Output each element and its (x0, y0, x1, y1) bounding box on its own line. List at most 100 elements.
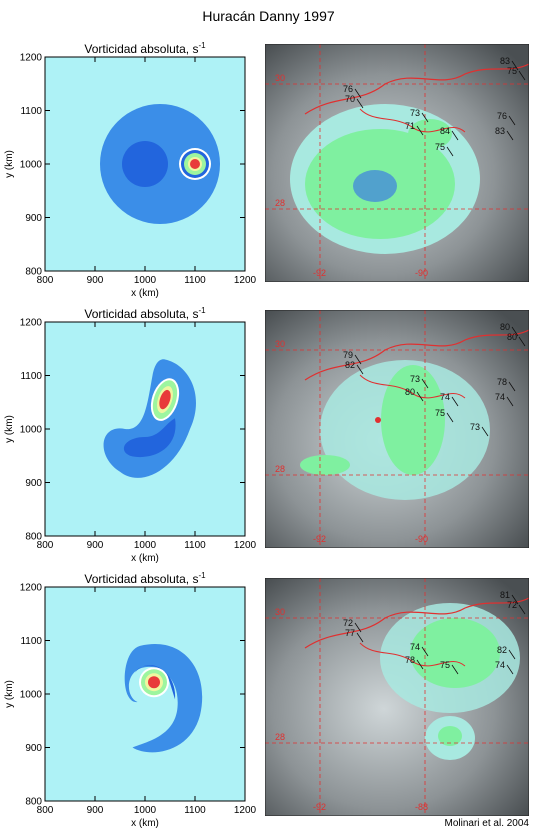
wind-barb (508, 649, 516, 660)
wind-barb (481, 426, 489, 437)
inner-spiral-band (135, 665, 176, 700)
wind-barb (518, 336, 526, 347)
station-reading: 75 (435, 408, 445, 418)
wind-barb (354, 622, 362, 633)
panel-title-superscript: -1 (198, 571, 206, 580)
latitude-label-top: 30 (275, 339, 285, 349)
latitude-label-bottom: 28 (275, 198, 285, 208)
y-tick-label: 800 (25, 267, 42, 278)
figure-credit: Molinari et al. 2004 (444, 818, 530, 829)
station-reading: 74 (495, 660, 505, 670)
convection-field (300, 360, 490, 500)
x-tick-label: 1000 (134, 805, 157, 816)
x-tick-label: 1000 (134, 540, 157, 551)
wind-barb (451, 130, 459, 141)
vorticity-field (100, 104, 220, 224)
station-reading: 82 (345, 360, 355, 370)
y-tick-label: 1200 (20, 583, 43, 594)
rain-band (381, 365, 445, 475)
wind-barb (511, 326, 519, 337)
station-reading: 75 (440, 660, 450, 670)
convection-field (380, 603, 520, 760)
heavy-rain-core (353, 170, 397, 202)
vorticity-panel-1: Vorticidad absoluta, s-1 800 900 1000 1100 12… (4, 41, 257, 299)
rain-cell (408, 119, 452, 149)
y-tick-label: 1100 (20, 106, 42, 117)
x-tick-label: 1100 (184, 540, 206, 551)
x-axis-label: x (km) (131, 818, 159, 829)
wind-barb (356, 98, 364, 109)
wind-barb (416, 391, 424, 402)
wind-barb (446, 412, 454, 423)
core-red (148, 676, 160, 689)
x-tick-label: 800 (37, 805, 54, 816)
y-axis-label: y (km) (4, 150, 15, 178)
wind-barb (451, 664, 459, 675)
core-red (159, 389, 171, 410)
x-tick-label: 1100 (184, 805, 206, 816)
longitude-label-right: -90 (415, 534, 428, 544)
station-reading: 77 (345, 628, 355, 638)
wind-barb (508, 381, 516, 392)
y-tick-label: 1200 (20, 318, 43, 329)
station-reading: 80 (405, 387, 415, 397)
wind-barb (421, 378, 429, 389)
longitude-label-left: -92 (313, 802, 326, 812)
wind-barb (506, 396, 514, 407)
y-tick-label: 1100 (20, 636, 42, 647)
wind-barb (508, 115, 516, 126)
wind-barb (506, 664, 514, 675)
y-tick-label: 1100 (20, 371, 42, 382)
longitude-label-left: -92 (313, 268, 326, 278)
station-reading: 84 (440, 126, 450, 136)
station-reading: 71 (405, 121, 415, 131)
panel-title: Vorticidad absoluta, s-1 (84, 306, 206, 321)
vorticity-panel-2: Vorticidad absoluta, s-1 800 900 1000 1100 12… (4, 306, 257, 564)
y-axis-label: y (km) (4, 415, 15, 443)
wind-barb (416, 659, 424, 670)
latitude-label-top: 30 (275, 73, 285, 83)
station-reading: 82 (497, 645, 507, 655)
station-reading: 73 (410, 374, 420, 384)
latitude-label-bottom: 28 (275, 464, 285, 474)
station-reading: 78 (405, 655, 415, 665)
x-tick-label: 1100 (184, 275, 206, 286)
station-reading: 75 (507, 66, 517, 76)
wind-barb (518, 604, 526, 615)
x-tick-label: 900 (87, 275, 104, 286)
station-reading: 75 (435, 142, 445, 152)
wind-barb (421, 112, 429, 123)
x-axis-label: x (km) (131, 553, 159, 564)
coastline-delta (359, 108, 466, 133)
storm-center-marker (375, 417, 381, 423)
y-tick-label: 800 (25, 532, 42, 543)
x-tick-label: 1200 (234, 275, 257, 286)
y-tick-label: 1000 (20, 690, 43, 701)
station-reading: 72 (507, 600, 517, 610)
station-reading: 73 (410, 108, 420, 118)
wind-barb (354, 354, 362, 365)
latitude-label-top: 30 (275, 607, 285, 617)
station-reading: 80 (500, 322, 510, 332)
latitude-label-bottom: 28 (275, 732, 285, 742)
small-vortex-red (190, 159, 200, 169)
longitude-label-left: -92 (313, 534, 326, 544)
vorticity-panel-3: Vorticidad absoluta, s-1 800 900 1000 1100 12… (4, 571, 257, 829)
x-tick-label: 800 (37, 275, 54, 286)
outer-spiral-band (124, 644, 203, 753)
x-tick-label: 1200 (234, 805, 257, 816)
station-reading: 78 (497, 377, 507, 387)
y-tick-label: 900 (25, 743, 42, 754)
rain-cell (300, 455, 350, 475)
y-axis-label: y (km) (4, 680, 15, 708)
convection-field (290, 104, 480, 254)
coastline (304, 63, 529, 115)
x-tick-label: 900 (87, 805, 104, 816)
longitude-label-right: -90 (415, 268, 428, 278)
wind-barb (356, 632, 364, 643)
vorticity-field (103, 359, 196, 478)
longitude-label-right: -88 (415, 802, 428, 812)
wind-barb (446, 146, 454, 157)
